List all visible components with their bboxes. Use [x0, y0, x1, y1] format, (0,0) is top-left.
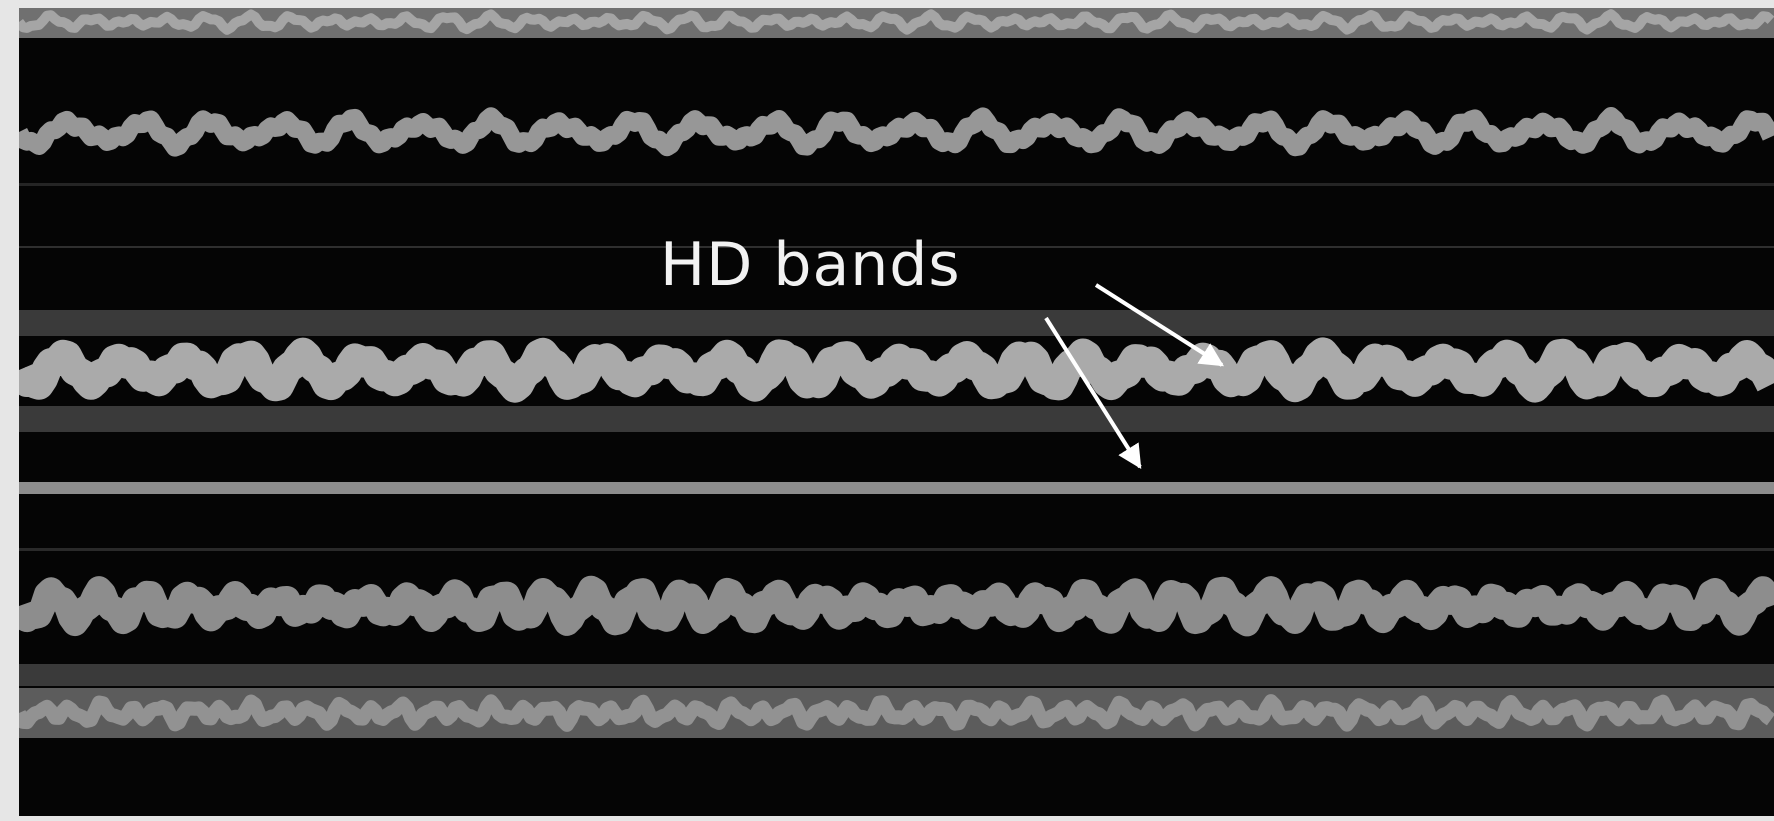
- spectrum-waterfall-panel: [19, 8, 1774, 816]
- bottom-noise-trace: [19, 694, 1774, 732]
- top-noise-trace: [19, 9, 1774, 35]
- signal-trace-3: [19, 575, 1774, 637]
- hd-bands-label: HD bands: [660, 230, 961, 300]
- hd-band-lower: [19, 406, 1774, 432]
- flat-carrier-line: [19, 482, 1774, 494]
- hd-band-upper: [19, 310, 1774, 336]
- lower-band: [19, 664, 1774, 686]
- waterfall-image: [19, 8, 1774, 738]
- signal-trace-1: [19, 107, 1774, 157]
- signal-trace-2: [19, 337, 1774, 403]
- faint-line-1: [19, 183, 1774, 186]
- faint-line-2: [19, 246, 1774, 248]
- faint-line-3: [19, 548, 1774, 551]
